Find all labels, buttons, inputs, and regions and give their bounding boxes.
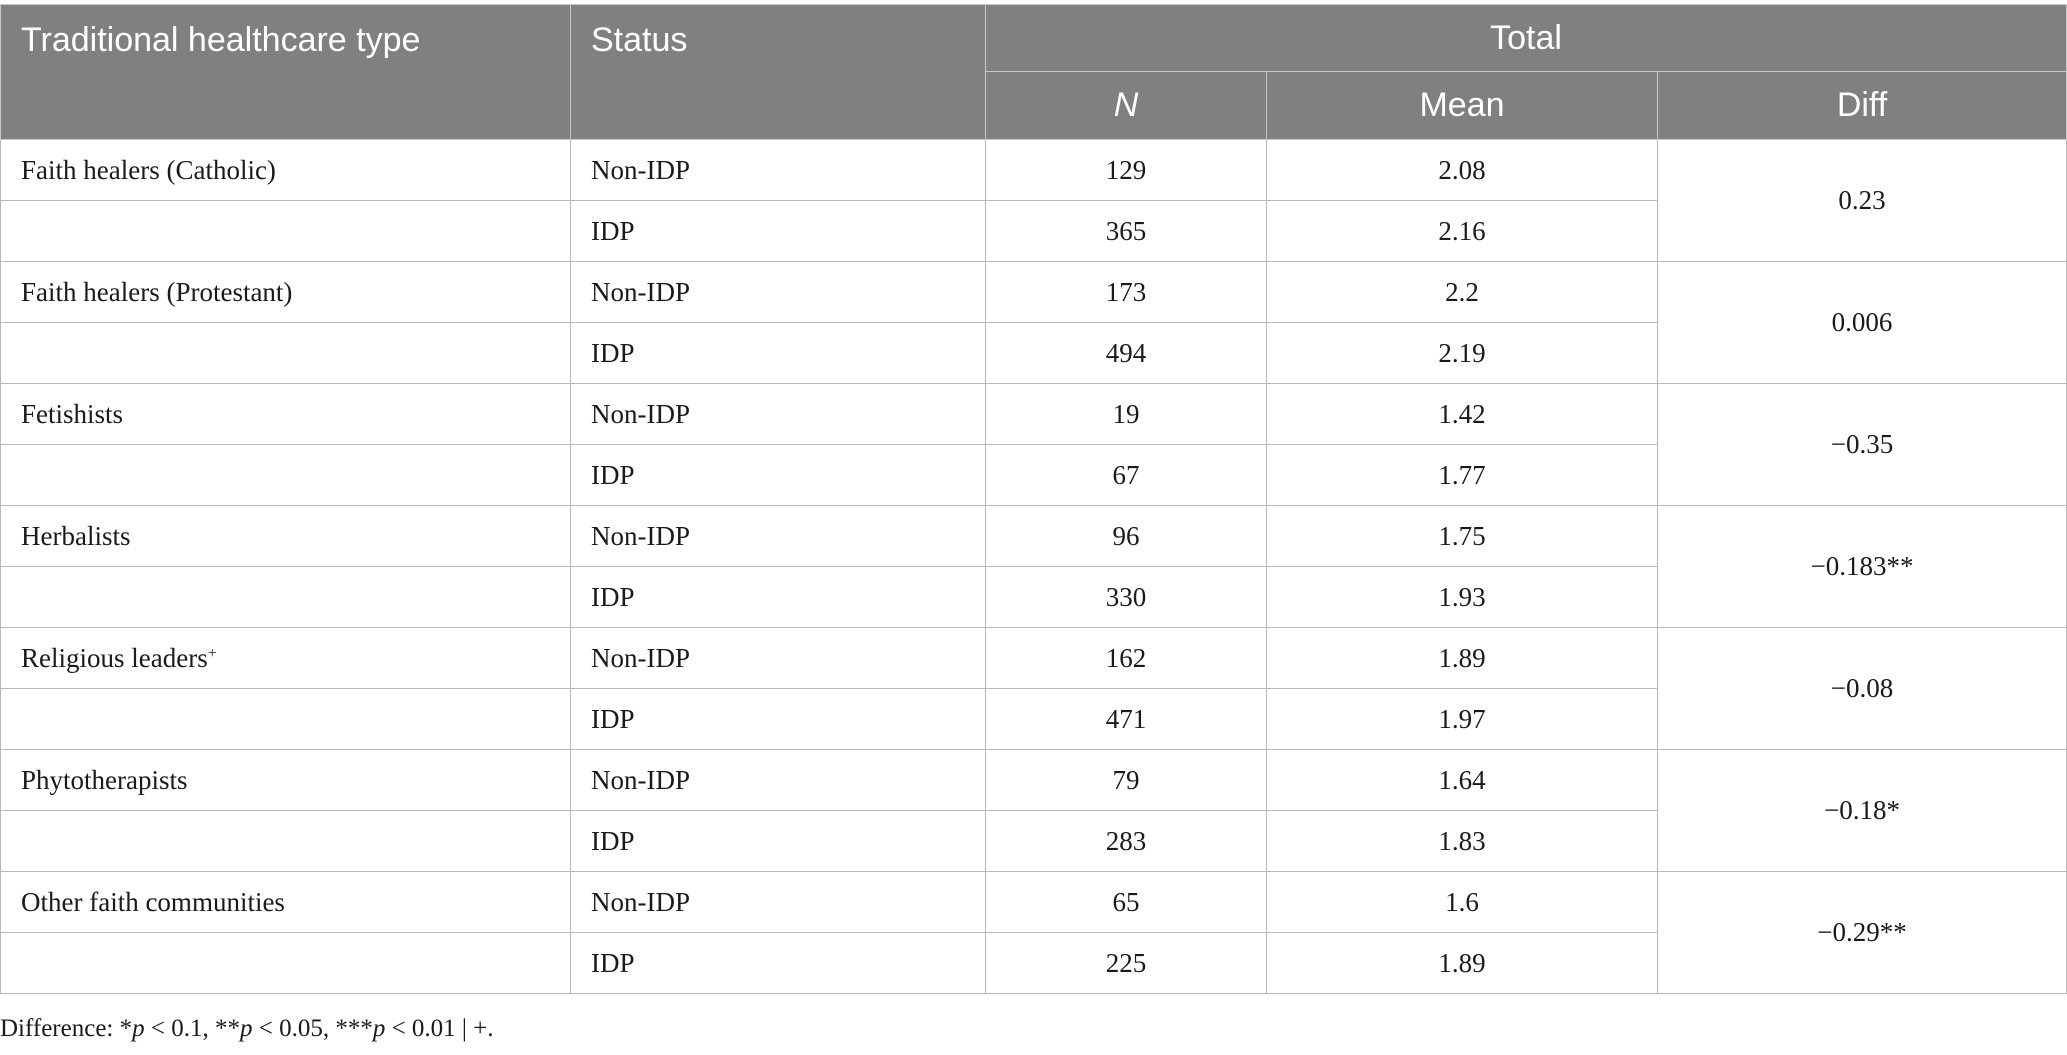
table-row: Phytotherapists Non-IDP 79 1.64 −0.18* [0, 749, 2067, 872]
cell-mean: 1.83 [1266, 810, 1658, 872]
cell-diff: −0.183** [1656, 505, 2067, 628]
results-table-container: Traditional healthcare type Status Total… [0, 4, 2067, 994]
cell-status: IDP [570, 566, 986, 628]
cell-n: 67 [985, 444, 1267, 506]
table-row: Other faith communities Non-IDP 65 1.6 −0.29… [0, 871, 2067, 994]
cell-diff: −0.18* [1656, 749, 2067, 872]
header-status: Status [570, 4, 986, 140]
type-label: Phytotherapists [21, 764, 188, 795]
table-footnote: Difference: *p < 0.1, **p < 0.05, ***p <… [0, 1015, 494, 1042]
cell-n: 471 [985, 688, 1267, 750]
cell-type: Faith healers (Catholic) [0, 139, 571, 201]
cell-mean: 1.93 [1266, 566, 1658, 628]
cell-n: 365 [985, 200, 1267, 262]
cell-type: Other faith communities [0, 871, 571, 933]
cell-mean: 2.2 [1266, 261, 1658, 323]
cell-type [0, 200, 571, 262]
cell-diff: −0.29** [1656, 871, 2067, 994]
cell-mean: 1.64 [1266, 749, 1658, 811]
type-label: Faith healers (Catholic) [21, 154, 276, 185]
table-row: IDP 471 1.97 [0, 688, 2067, 750]
cell-type [0, 444, 571, 506]
cell-status: IDP [570, 932, 986, 994]
table-row: Religious leaders+ Non-IDP 162 1.89 −0.08 [0, 627, 2067, 750]
cell-status: Non-IDP [570, 139, 986, 201]
cell-n: 173 [985, 261, 1267, 323]
cell-diff: −0.08 [1656, 627, 2067, 750]
table-row: IDP 330 1.93 [0, 566, 2067, 628]
header-type: Traditional healthcare type [0, 4, 571, 140]
cell-type: Faith healers (Protestant) [0, 261, 571, 323]
table-row: Faith healers (Protestant) Non-IDP 173 2.2 0… [0, 261, 2067, 384]
cell-mean: 2.08 [1266, 139, 1658, 201]
cell-status: Non-IDP [570, 871, 986, 933]
cell-type [0, 322, 571, 384]
table-header: Traditional healthcare type Status Total… [0, 4, 2067, 140]
cell-diff: −0.35 [1656, 383, 2067, 506]
cell-n: 129 [985, 139, 1267, 201]
cell-mean: 1.42 [1266, 383, 1658, 445]
header-total: Total [984, 4, 2067, 72]
cell-status: Non-IDP [570, 749, 986, 811]
cell-type: Phytotherapists [0, 749, 571, 811]
cell-n: 19 [985, 383, 1267, 445]
cell-status: IDP [570, 322, 986, 384]
cell-type [0, 688, 571, 750]
type-superscript: + [207, 644, 217, 662]
cell-n: 225 [985, 932, 1267, 994]
cell-status: Non-IDP [570, 505, 986, 567]
cell-type [0, 810, 571, 872]
cell-type: Religious leaders+ [0, 627, 571, 689]
cell-status: IDP [570, 444, 986, 506]
cell-status: Non-IDP [570, 627, 986, 689]
type-label: Religious leaders [21, 642, 208, 673]
table-row: Fetishists Non-IDP 19 1.42 −0.35 [0, 383, 2067, 506]
type-label: Faith healers (Protestant) [21, 276, 293, 307]
cell-n: 79 [985, 749, 1267, 811]
cell-type [0, 932, 571, 994]
cell-n: 96 [985, 505, 1267, 567]
type-label: Herbalists [21, 520, 131, 551]
table-row: IDP 67 1.77 [0, 444, 2067, 506]
cell-mean: 2.19 [1266, 322, 1658, 384]
table-row: Herbalists Non-IDP 96 1.75 −0.183** [0, 505, 2067, 628]
cell-n: 65 [985, 871, 1267, 933]
header-mean: Mean [1266, 71, 1658, 140]
cell-mean: 1.77 [1266, 444, 1658, 506]
table-body: Faith healers (Catholic) Non-IDP 129 2.08 0.… [0, 139, 2067, 994]
cell-status: Non-IDP [570, 261, 986, 323]
type-label: Fetishists [21, 398, 124, 429]
cell-diff: 0.23 [1656, 139, 2067, 262]
header-n: N [985, 71, 1267, 140]
cell-mean: 1.75 [1266, 505, 1658, 567]
type-label: Other faith communities [21, 886, 285, 917]
cell-mean: 1.6 [1266, 871, 1658, 933]
table-row: IDP 225 1.89 [0, 932, 2067, 994]
cell-type: Fetishists [0, 383, 571, 445]
cell-status: IDP [570, 810, 986, 872]
cell-n: 494 [985, 322, 1267, 384]
results-table: Traditional healthcare type Status Total… [0, 4, 2067, 994]
cell-mean: 1.89 [1266, 932, 1658, 994]
table-row: Faith healers (Catholic) Non-IDP 129 2.08 0.… [0, 139, 2067, 262]
header-diff: Diff [1656, 71, 2067, 140]
cell-n: 162 [985, 627, 1267, 689]
cell-mean: 1.89 [1266, 627, 1658, 689]
cell-mean: 2.16 [1266, 200, 1658, 262]
cell-diff: 0.006 [1656, 261, 2067, 384]
cell-n: 283 [985, 810, 1267, 872]
cell-mean: 1.97 [1266, 688, 1658, 750]
cell-status: IDP [570, 200, 986, 262]
cell-type: Herbalists [0, 505, 571, 567]
cell-type [0, 566, 571, 628]
cell-n: 330 [985, 566, 1267, 628]
cell-status: IDP [570, 688, 986, 750]
cell-status: Non-IDP [570, 383, 986, 445]
